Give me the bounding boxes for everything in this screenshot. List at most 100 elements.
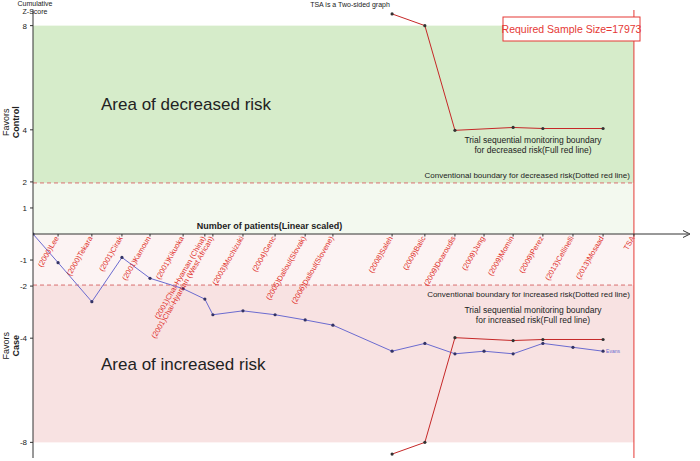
x-tick-label: (2013)Mosaad [574,235,606,281]
boundary-label: Trial sequential monitoring boundaryfor … [464,305,602,325]
marker [541,127,544,130]
boundary-label-line: for increased risk(Full red line) [476,315,590,325]
y-tick-label: -4 [20,334,28,343]
x-tick [484,234,485,237]
series-label: Evans [606,348,620,354]
x-tick-label: (2009)Momin [486,235,516,278]
marker [601,127,604,130]
y-tick-label: 2 [23,178,28,187]
boundary-label: Trial sequential monitoring boundaryfor … [464,135,602,155]
region [33,183,634,234]
required-sample-size-label: Required Sample Size=17973 [502,23,642,35]
x-tick-label: (2009)Balic [401,234,428,272]
y-tick [30,442,33,443]
x-tick-label: (2001)Cirak [97,234,125,273]
x-tick [633,234,634,237]
marker [241,309,244,312]
marker [453,352,456,355]
boundary-label-line: Trial sequential monitoring boundary [464,305,602,315]
marker [601,350,604,353]
x-tick [424,234,425,237]
marker [211,313,214,316]
x-tick-label: (2009)Perez [517,234,546,274]
region [33,26,634,183]
x-tick [150,234,151,237]
marker [203,298,206,301]
x-label: Number of patients(Linear scaled) [197,221,343,231]
x-tick-label: (2001)Chai-Hyaman (West African) [150,234,216,340]
x-tick [454,234,455,237]
x-tick-label: (2013)Cellinelli [543,234,576,282]
marker [273,313,276,316]
x-tick [392,234,393,237]
y-tick-label: 8 [23,22,28,31]
y-label-line: Cumulative [17,0,52,7]
x-tick [212,234,213,237]
marker [571,346,574,349]
y-tick [30,207,33,208]
x-tick-label: TSA [622,235,637,252]
marker [390,452,393,455]
reference-line [33,182,634,183]
region-label: Area of increased risk [101,355,266,374]
y-label: CumulativeZ-Score [17,0,52,15]
region-label: Area of decreased risk [101,95,272,114]
y-tick [30,286,33,287]
x-tick [183,234,184,237]
y-tick-label: -2 [20,282,28,291]
marker [512,352,515,355]
y-label-line: Z-Score [23,8,48,15]
marker [541,338,544,341]
y-tick-label: -8 [20,438,28,447]
marker [390,350,393,353]
x-tick [91,234,92,237]
marker [423,342,426,345]
reference-line [33,285,634,286]
x-tick-label: (2006)Dalloul(Slovene) [289,234,335,305]
marker [56,261,59,264]
side-label: Favors [1,331,11,359]
marker [331,324,334,327]
x-tick [204,234,205,237]
chart: -8-4-2-11248(2000)Lee(2000)Tekara(2001)C… [0,0,700,461]
x-tick-label: (2003)Mochizuki [210,234,245,286]
boundary-label-line: Trial sequential monitoring boundary [464,135,602,145]
series-line [392,338,603,454]
side-label: Control [11,106,21,138]
x-tick-label: (2009)Jung [460,234,487,271]
marker [148,277,151,280]
x-axis-arrow [683,231,690,238]
y-tick-label: 1 [23,204,28,213]
marker [512,126,515,129]
marker [423,441,426,444]
marker [541,342,544,345]
y-tick-label: 4 [23,126,28,135]
x-tick-label: (2000)Tekara [65,234,95,277]
x-tick [275,234,276,237]
y-tick-label: -1 [20,256,28,265]
y-tick [30,129,33,130]
marker [453,336,456,339]
y-tick [30,338,33,339]
x-tick-label: (2000)Lee [36,235,61,269]
x-axis [33,234,688,235]
marker [512,339,515,342]
x-tick [603,234,604,237]
x-tick [332,234,333,237]
x-tick-label: (2009)Dearoudis [422,234,458,287]
boundary-label-line: for decreased risk(Full red line) [474,145,591,155]
x-tick [542,234,543,237]
x-tick-label: (2001)Kamoun [120,235,153,282]
required-sample-size-line [633,10,634,458]
x-tick [305,234,306,237]
side-label: Case [11,335,21,357]
marker [601,338,604,341]
y-tick [30,260,33,261]
title: TSA is a Two-sided graph [310,1,390,9]
x-tick [572,234,573,237]
y-tick [30,25,33,26]
y-tick [30,181,33,182]
x-tick [121,234,122,237]
region [33,285,634,442]
marker [90,300,93,303]
